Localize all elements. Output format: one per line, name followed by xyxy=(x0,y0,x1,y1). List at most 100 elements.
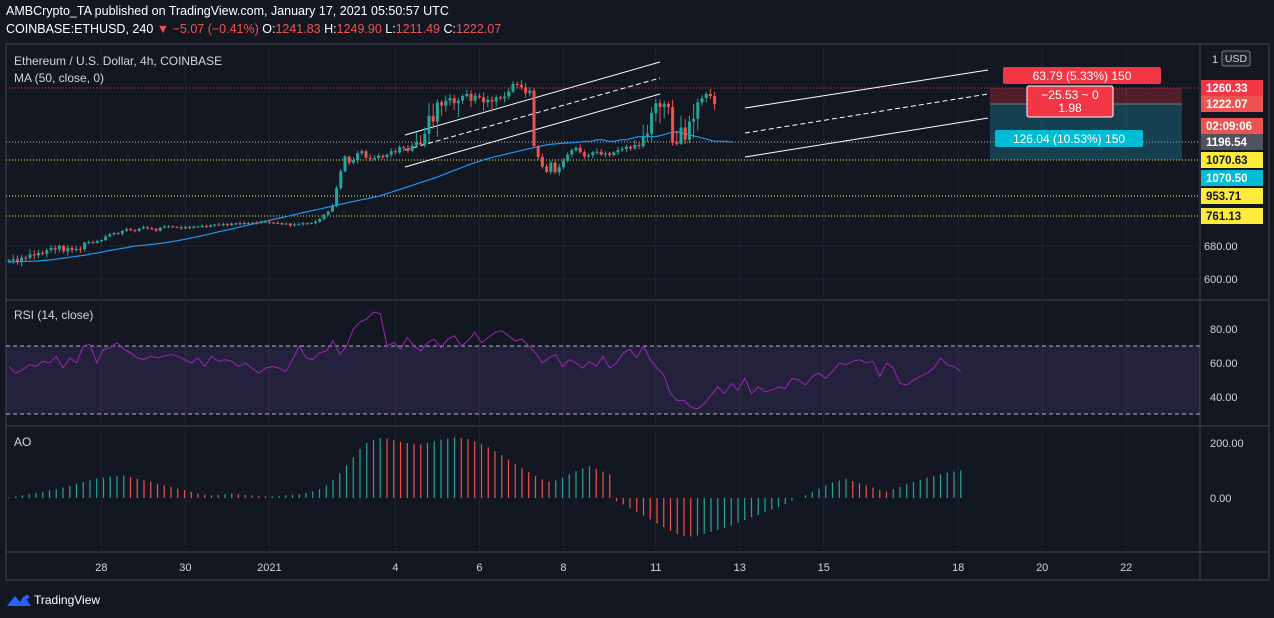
candle-body xyxy=(15,259,19,263)
ao-tick-label: 0.00 xyxy=(1210,493,1231,505)
candle-body xyxy=(553,162,557,173)
candle-body xyxy=(276,222,280,224)
candle-body xyxy=(524,87,528,94)
candle-body xyxy=(503,96,507,99)
candle-body xyxy=(217,224,221,226)
price-badge-bg xyxy=(1201,208,1263,224)
candle-body xyxy=(251,222,255,224)
candle-body xyxy=(32,254,36,256)
candle-body xyxy=(645,133,649,137)
candle-body xyxy=(53,248,57,250)
x-tick-label: 20 xyxy=(1036,562,1048,574)
candle-body xyxy=(599,151,603,155)
candle-body xyxy=(675,142,679,144)
position-stop-label-bg xyxy=(995,130,1143,147)
price-badge: 1070.50 xyxy=(1201,170,1263,186)
candle-body xyxy=(587,155,591,157)
currency-button-label[interactable]: USD xyxy=(1225,53,1248,65)
candle-body xyxy=(456,100,460,104)
channel-2-lower[interactable] xyxy=(744,117,989,158)
candle-body xyxy=(482,97,486,103)
candle-body xyxy=(57,245,61,250)
price-badge-label: 761.13 xyxy=(1206,211,1241,223)
candle-body xyxy=(7,260,11,262)
high-label: H: xyxy=(324,22,337,36)
candle-body xyxy=(633,144,637,149)
candle-body xyxy=(263,221,267,223)
symbol-label[interactable]: COINBASE:ETHUSD, 240 xyxy=(6,22,154,36)
candle-body xyxy=(183,226,187,229)
x-tick-label: 4 xyxy=(392,562,398,574)
price-badge: 953.71 xyxy=(1201,188,1263,204)
candle-body xyxy=(507,91,511,97)
candle-body xyxy=(267,221,271,223)
candle-body xyxy=(650,112,654,134)
x-tick-label: 11 xyxy=(650,562,661,574)
candle-body xyxy=(608,153,612,156)
tradingview-brand: TradingView xyxy=(34,593,100,607)
price-badge-bg xyxy=(1201,80,1263,96)
rsi-line xyxy=(8,311,962,410)
candle-body xyxy=(314,221,318,223)
candle-body xyxy=(364,151,368,158)
candle-body xyxy=(108,234,112,237)
candle-body xyxy=(377,155,381,159)
channel-2-mid[interactable] xyxy=(744,93,989,134)
close-label: C: xyxy=(443,22,456,36)
candle-body xyxy=(696,102,700,119)
candle-body xyxy=(242,222,246,225)
candle-body xyxy=(272,222,276,224)
currency-button[interactable]: USD xyxy=(1221,50,1251,67)
x-tick-label: 8 xyxy=(560,562,566,574)
candle-body xyxy=(532,90,536,147)
candle-body xyxy=(368,157,372,159)
candle-body xyxy=(490,99,494,102)
candle-body xyxy=(419,142,423,145)
ohlc-line: COINBASE:ETHUSD, 240 ▼ −5.07 (−0.41%) O:… xyxy=(6,22,501,36)
candle-body xyxy=(679,127,683,144)
candle-body xyxy=(129,229,133,231)
candle-body xyxy=(658,103,662,108)
x-tick-label: 15 xyxy=(818,562,830,574)
tradingview-logo-icon xyxy=(7,596,31,606)
candle-body xyxy=(536,146,540,157)
channel-2-upper[interactable] xyxy=(744,69,989,109)
candle-body xyxy=(284,223,288,225)
candle-body xyxy=(116,233,120,235)
open-value: 1241.83 xyxy=(275,22,321,36)
x-tick-label: 2021 xyxy=(257,562,281,574)
candle-body xyxy=(465,93,469,97)
candle-body xyxy=(99,240,103,241)
high-value: 1249.90 xyxy=(336,22,382,36)
rsi-tick-label: 80.00 xyxy=(1210,324,1238,336)
price-badge-bg xyxy=(1201,118,1263,134)
rsi-tick-label: 60.00 xyxy=(1210,358,1238,370)
candle-body xyxy=(179,227,183,229)
position-target-label-bg xyxy=(1003,67,1161,84)
price-badge-bg xyxy=(1201,96,1263,112)
candle-body xyxy=(146,227,150,229)
candle-body xyxy=(683,127,687,140)
close-value: 1222.07 xyxy=(455,22,502,36)
candle-body xyxy=(574,147,578,151)
candle-body xyxy=(24,257,28,259)
price-partial-label: 1 xyxy=(1212,54,1218,66)
candle-body xyxy=(309,222,313,224)
candle-body xyxy=(603,153,607,155)
candle-body xyxy=(557,167,561,173)
candle-body xyxy=(687,121,691,140)
candle-body xyxy=(288,223,292,226)
rsi-tick-label: 40.00 xyxy=(1210,392,1238,404)
candle-body xyxy=(616,150,620,153)
candle-body xyxy=(150,228,154,230)
candle-body xyxy=(494,97,498,102)
price-badge-label: 953.71 xyxy=(1206,191,1242,203)
candle-body xyxy=(385,154,389,157)
price-badge-label: 1260.33 xyxy=(1206,83,1248,95)
candle-body xyxy=(66,248,70,252)
candle-body xyxy=(435,102,439,122)
tradingview-logo[interactable]: TradingView xyxy=(7,593,100,607)
candle-body xyxy=(20,257,24,263)
candle-body xyxy=(486,99,490,103)
